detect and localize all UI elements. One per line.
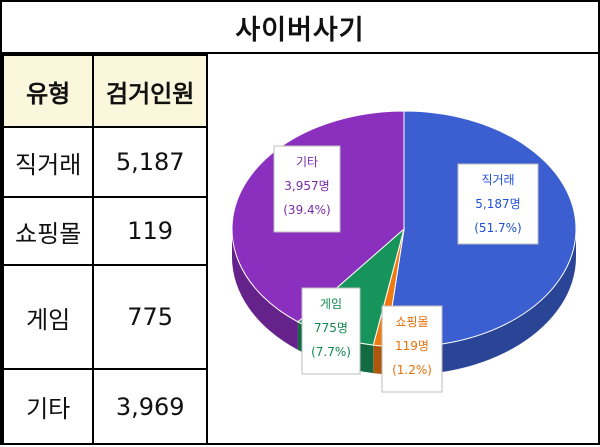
table-row: 게임 775 xyxy=(1,264,208,370)
slice-label-value: 775명 xyxy=(314,321,348,335)
row-count: 3,969 xyxy=(92,368,208,445)
table-row: 기타 3,969 xyxy=(1,368,208,445)
row-type: 직거래 xyxy=(1,126,95,198)
slice-label-box xyxy=(381,305,443,393)
row-count: 775 xyxy=(92,264,208,370)
table-row: 쇼핑몰 119 xyxy=(1,196,208,266)
slice-label-box xyxy=(273,145,341,233)
row-type: 쇼핑몰 xyxy=(1,196,95,266)
slice-label-name: 기타 xyxy=(296,155,318,169)
slice-label-name: 게임 xyxy=(320,297,342,311)
slice-label-name: 쇼핑몰 xyxy=(395,315,428,329)
row-type: 기타 xyxy=(1,368,95,445)
slice-label-3: 기타 3,957명 (39.4%) xyxy=(273,145,341,233)
slice-label-0: 직거래 5,187명 (51.7%) xyxy=(457,163,539,245)
pie-chart-area: 직거래 5,187명 (51.7%) 쇼핑몰 119명 (1.2%) 게임 775명 (7.7%… xyxy=(210,54,598,443)
row-count: 119 xyxy=(92,196,208,266)
slice-label-1: 쇼핑몰 119명 (1.2%) xyxy=(381,305,443,393)
title-bar: 사이버사기 xyxy=(2,2,598,54)
slice-label-value: 3,957명 xyxy=(284,179,329,193)
slice-label-name: 직거래 xyxy=(481,173,514,187)
slice-label-percent: (51.7%) xyxy=(474,221,521,235)
page-title: 사이버사기 xyxy=(235,14,365,46)
slice-label-percent: (7.7%) xyxy=(311,345,351,359)
slice-label-value: 119명 xyxy=(395,339,429,353)
slice-label-box xyxy=(301,287,361,375)
pie-side-3 xyxy=(232,229,298,350)
row-count: 5,187 xyxy=(92,126,208,198)
row-type: 게임 xyxy=(1,264,95,370)
slice-label-percent: (39.4%) xyxy=(283,203,330,217)
table-header-row: 유형 검거인원 xyxy=(1,54,208,128)
header-count: 검거인원 xyxy=(92,54,208,128)
pie-chart: 직거래 5,187명 (51.7%) 쇼핑몰 119명 (1.2%) 게임 775명 (7.7%… xyxy=(231,110,577,393)
slice-label-2: 게임 775명 (7.7%) xyxy=(301,287,361,375)
arrest-table: 유형 검거인원 직거래 5,187 쇼핑몰 119 게임 775 기타 3,96… xyxy=(1,54,208,445)
slice-label-box xyxy=(457,163,539,245)
slice-label-value: 5,187명 xyxy=(475,197,520,211)
slice-label-percent: (1.2%) xyxy=(392,363,432,377)
table-row: 직거래 5,187 xyxy=(1,126,208,198)
header-type: 유형 xyxy=(1,54,95,128)
